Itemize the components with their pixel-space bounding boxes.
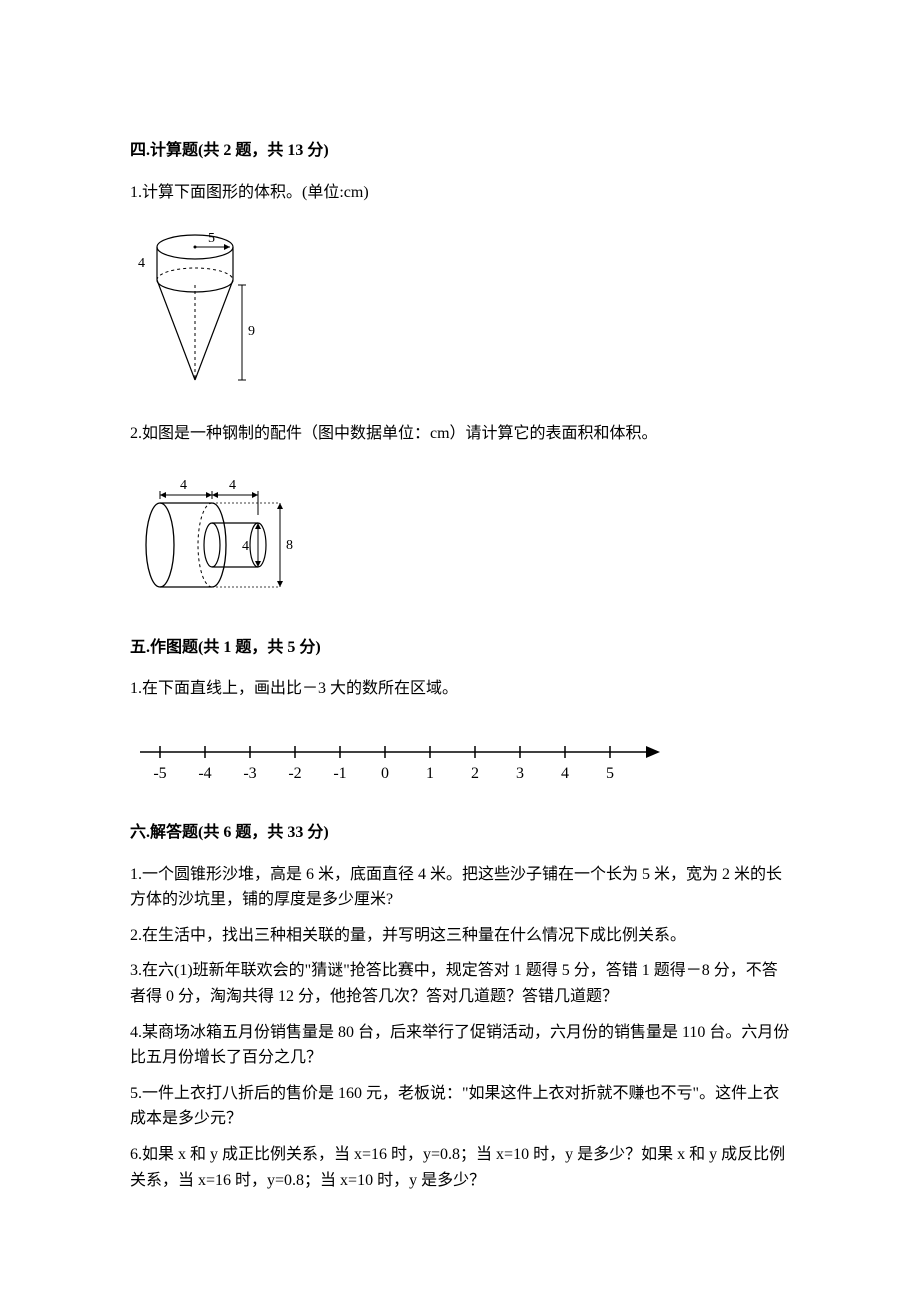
page: 四.计算题(共 2 题，共 13 分) 1.计算下面图形的体积。(单位:cm) … — [0, 0, 920, 1263]
section6-q6: 6.如果 x 和 y 成正比例关系，当 x=16 时，y=0.8；当 x=10 … — [130, 1142, 790, 1193]
numberline-tick-label: 4 — [561, 765, 569, 782]
numberline-tick-label: 5 — [606, 765, 614, 782]
section6-q3: 3.在六(1)班新年联欢会的"猜谜"抢答比赛中，规定答对 1 题得 5 分，答错… — [130, 958, 790, 1009]
numberline-tick-label: 3 — [516, 765, 524, 782]
fig1-r-label: 5 — [208, 231, 215, 246]
numberline-tick-label: 1 — [426, 765, 434, 782]
section6-q1: 1.一个圆锥形沙堆，高是 6 米，底面直径 4 米。把这些沙子铺在一个长为 5 … — [130, 862, 790, 913]
section6-q4: 4.某商场冰箱五月份销售量是 80 台，后来举行了促销活动，六月份的销售量是 1… — [130, 1020, 790, 1071]
numberline-tick-label: -1 — [333, 765, 346, 782]
section4-q1: 1.计算下面图形的体积。(单位:cm) — [130, 180, 790, 206]
section4-header: 四.计算题(共 2 题，共 13 分) — [130, 138, 790, 164]
numberline-tick-label: -2 — [288, 765, 301, 782]
fig1-hcyl-label: 4 — [138, 256, 145, 271]
numberline-tick-label: -5 — [153, 765, 166, 782]
numberline-tick-label: 2 — [471, 765, 479, 782]
section6-header: 六.解答题(共 6 题，共 33 分) — [130, 820, 790, 846]
section6-q2: 2.在生活中，找出三种相关联的量，并写明这三种量在什么情况下成比例关系。 — [130, 923, 790, 949]
numberline-tick-label: -3 — [243, 765, 256, 782]
fig2-smalld: 4 — [242, 539, 249, 554]
fig2-len2: 4 — [229, 478, 236, 493]
section5-header: 五.作图题(共 1 题，共 5 分) — [130, 635, 790, 661]
section6-q5: 5.一件上衣打八折后的售价是 160 元，老板说："如果这件上衣对折就不赚也不亏… — [130, 1081, 790, 1132]
fig1-hcone-label: 9 — [248, 324, 255, 339]
numberline-tick-label: 0 — [381, 765, 389, 782]
section4-figure2: 4 4 4 8 — [130, 467, 790, 607]
fig2-len1: 4 — [180, 478, 187, 493]
section5-numberline: -5 -4 -3 -2 -1 0 1 2 3 4 5 — [130, 722, 790, 792]
numberline-tick-label: -4 — [198, 765, 211, 782]
section4-figure1: 5 4 9 — [130, 225, 790, 395]
fig2-bigd: 8 — [286, 538, 293, 553]
section5-q1: 1.在下面直线上，画出比－3 大的数所在区域。 — [130, 676, 790, 702]
section4-q2: 2.如图是一种钢制的配件（图中数据单位：cm）请计算它的表面积和体积。 — [130, 421, 790, 447]
